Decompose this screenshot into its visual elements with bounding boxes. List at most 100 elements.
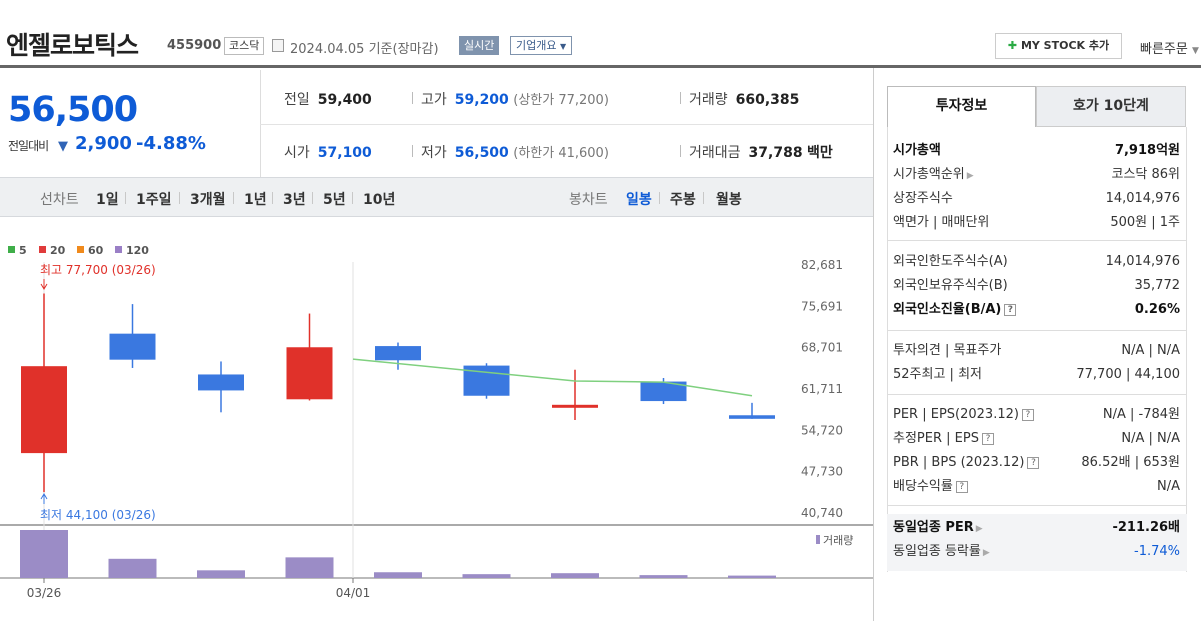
chart-tab-bar: 선차트 1일 1주일 3개월 1년 3년 5년 10년 봉차트 일봉 주봉 월봉 xyxy=(0,177,873,217)
info-key: PBR | BPS (2023.12) xyxy=(893,455,1025,470)
help-icon: ? xyxy=(955,481,968,493)
info-row[interactable]: PER | EPS(2023.12)? N/A | -784원 xyxy=(893,405,1180,425)
help-icon: ? xyxy=(1021,409,1034,421)
tab-order-book[interactable]: 호가 10단계 xyxy=(1036,86,1186,127)
info-key: 외국인소진율(B/A) xyxy=(893,302,1002,317)
stat-low: 저가 56,500 (하한가 41,600) xyxy=(412,142,609,162)
x-tick-label: 03/26 xyxy=(27,586,62,600)
y-tick-label: 54,720 xyxy=(801,423,843,437)
chevron-right-icon: ▶ xyxy=(975,524,983,534)
info-value: 14,014,976 xyxy=(1105,254,1180,269)
candle-body xyxy=(640,381,687,402)
tab-10y[interactable]: 10년 xyxy=(363,192,396,208)
legend-swatch xyxy=(77,246,84,253)
quick-order-button[interactable]: 빠른주문 ▼ xyxy=(1140,42,1199,57)
tab-3m[interactable]: 3개월 xyxy=(190,192,226,208)
tab-investment-info[interactable]: 투자정보 xyxy=(887,86,1036,127)
legend-swatch xyxy=(8,246,15,253)
realtime-button[interactable]: 실시간 xyxy=(459,36,500,55)
y-tick-label: 68,701 xyxy=(801,341,843,355)
info-value: 500원 | 1주 xyxy=(1110,215,1180,230)
info-key: 동일업종 등락률 xyxy=(893,544,981,559)
candle-body xyxy=(21,366,67,454)
info-row[interactable]: 외국인소진율(B/A)? 0.26% xyxy=(893,300,1180,320)
volume-bar xyxy=(374,572,422,578)
volume-bar xyxy=(197,570,245,578)
line-chart-label: 선차트 xyxy=(40,192,79,208)
current-price: 56,500 xyxy=(8,90,138,130)
info-key: 시가총액순위 xyxy=(893,167,965,182)
info-row[interactable]: 시가총액순위 ▶ 코스닥 86위 xyxy=(893,165,1180,185)
stock-code: 455900 xyxy=(167,38,222,53)
y-tick-label: 82,681 xyxy=(801,258,843,272)
candle-body xyxy=(286,347,333,400)
volume-bar xyxy=(728,575,776,578)
help-icon: ? xyxy=(1004,304,1017,316)
info-row[interactable]: 동일업종 PER ▶ -211.26배 xyxy=(893,518,1180,538)
info-row[interactable]: PBR | BPS (2023.12)? 86.52배 | 653원 xyxy=(893,453,1180,473)
tab-1y[interactable]: 1년 xyxy=(244,192,267,208)
volume-bar xyxy=(108,558,157,578)
price-change: 2,900 xyxy=(75,133,132,154)
info-row: 52주최고 | 최저 77,700 | 44,100 xyxy=(893,365,1180,385)
stat-volume: 거래량 660,385 xyxy=(680,89,799,109)
legend-label: 5 xyxy=(19,244,27,257)
info-key: 외국인보유주식수(B) xyxy=(893,278,1008,293)
info-key: 외국인한도주식수(A) xyxy=(893,254,1008,269)
x-tick-label: 04/01 xyxy=(336,586,371,600)
tab-1w[interactable]: 1주일 xyxy=(136,192,172,208)
info-row[interactable]: 배당수익률? N/A xyxy=(893,477,1180,497)
info-key: 액면가 | 매매단위 xyxy=(893,215,990,230)
legend-label: 60 xyxy=(88,244,104,257)
volume-bar xyxy=(285,557,334,578)
volume-bar xyxy=(462,574,511,578)
candle-body xyxy=(375,346,421,361)
tab-1d[interactable]: 1일 xyxy=(96,192,119,208)
info-key: 동일업종 PER xyxy=(893,520,974,535)
add-mystock-button[interactable]: ✚ MY STOCK 추가 xyxy=(995,33,1122,59)
info-row[interactable]: 추정PER | EPS? N/A | N/A xyxy=(893,429,1180,449)
tab-daily[interactable]: 일봉 xyxy=(626,192,652,208)
volume-bar xyxy=(20,530,68,578)
base-date: 2024.04.05 기준(장마감) xyxy=(290,42,439,57)
info-value: 77,700 | 44,100 xyxy=(1076,367,1180,382)
info-row: 외국인보유주식수(B) 35,772 xyxy=(893,276,1180,296)
help-icon: ? xyxy=(981,433,994,445)
stat-amount: 거래대금 37,788 백만 xyxy=(680,142,833,162)
info-row: 투자의견 | 목표주가 N/A | N/A xyxy=(893,341,1180,361)
tab-3y[interactable]: 3년 xyxy=(283,192,306,208)
change-label: 전일대비 xyxy=(8,139,49,153)
info-key: PER | EPS(2023.12) xyxy=(893,407,1019,422)
info-row: 외국인한도주식수(A) 14,014,976 xyxy=(893,252,1180,272)
max-arrow-head xyxy=(40,283,48,290)
volume-bar xyxy=(551,573,599,578)
info-row[interactable]: 동일업종 등락률 ▶ -1.74% xyxy=(893,542,1180,562)
calendar-icon xyxy=(272,39,284,52)
info-value: N/A xyxy=(1157,479,1180,494)
info-key: 52주최고 | 최저 xyxy=(893,367,982,382)
plus-icon: ✚ xyxy=(1007,39,1018,52)
tab-monthly[interactable]: 월봉 xyxy=(716,192,742,208)
price-change-pct: -4.88% xyxy=(136,133,206,154)
company-overview-button[interactable]: 기업개요 ▼ xyxy=(510,36,573,55)
volume-legend-swatch xyxy=(816,535,820,544)
info-value: 35,772 xyxy=(1134,278,1181,293)
candlestick-chart: 82,681 75,691 68,701 61,711 54,720 47,730 40,7… xyxy=(0,217,873,621)
max-annotation: 최고 77,700 (03/26) xyxy=(40,263,156,277)
investment-info-panel xyxy=(887,127,1187,572)
info-row: 시가총액 7,918억원 xyxy=(893,141,1180,161)
chevron-right-icon: ▶ xyxy=(982,548,990,558)
market-badge: 코스닥 xyxy=(224,37,265,55)
info-row: 상장주식수 14,014,976 xyxy=(893,189,1180,209)
tab-weekly[interactable]: 주봉 xyxy=(670,192,696,208)
y-tick-label: 47,730 xyxy=(801,465,843,479)
info-value: 14,014,976 xyxy=(1105,191,1180,206)
min-annotation: 최저 44,100 (03/26) xyxy=(40,508,156,522)
ma5-line xyxy=(352,358,753,397)
info-value: -1.74% xyxy=(1134,544,1180,559)
down-triangle-icon: ▼ xyxy=(58,139,68,154)
stock-header: 엔젤로보틱스 455900 코스닥 2024.04.05 기준(장마감) 실시간… xyxy=(0,0,1201,68)
volume-bar xyxy=(639,575,688,578)
company-name: 엔젤로보틱스 xyxy=(6,31,139,60)
tab-5y[interactable]: 5년 xyxy=(323,192,346,208)
